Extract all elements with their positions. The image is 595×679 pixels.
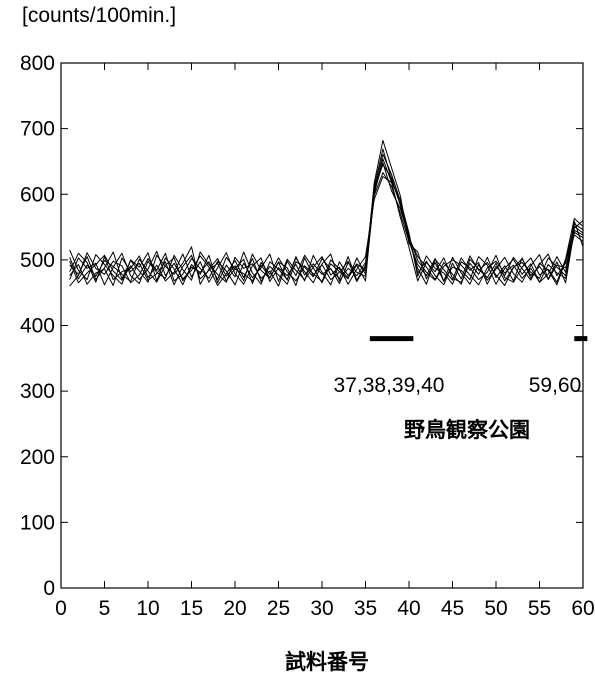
x-tick-label: 40 [397,597,420,620]
y-ticks: 0 100 200 300 400 500 600 700 800 [20,52,583,600]
x-ticks: 0 5 10 15 20 25 30 35 40 45 50 55 60 [55,63,595,620]
y-tick-label: 600 [20,183,55,206]
site-label: 野鳥観察公園 [404,418,530,442]
series-line-2 [69,172,584,287]
x-tick-label: 5 [99,597,111,620]
y-tick-label: 100 [20,511,55,534]
group2-label: 59,60 [529,374,582,397]
series-line-6 [69,162,584,286]
y-tick-label: 200 [20,446,55,469]
x-tick-label: 25 [267,597,290,620]
series-line-7 [69,148,584,286]
y-tick-label: 800 [20,52,55,75]
y-tick-label: 0 [43,577,55,600]
series-line-5 [69,176,584,287]
series-line-3 [69,153,584,286]
plot-frame [60,62,584,589]
x-tick-label: 30 [310,597,333,620]
y-tick-label: 700 [20,118,55,141]
x-tick-label: 10 [136,597,159,620]
x-tick-label: 35 [354,597,377,620]
y-tick-label: 500 [20,249,55,272]
y-tick-label: 400 [20,315,55,338]
y-axis-label: [counts/100min.] [22,4,176,27]
series-line-1 [69,164,584,286]
group-bar-1 [369,336,414,342]
series-line-8 [69,158,584,286]
series-layer [69,139,584,287]
x-tick-label: 60 [571,597,594,620]
x-tick-label: 45 [441,597,464,620]
series-line-4 [69,139,584,286]
group-bar-2 [574,336,588,342]
group-bars [369,336,588,342]
x-tick-label: 15 [180,597,203,620]
x-tick-label: 0 [55,597,67,620]
x-axis-label: 試料番号 [285,650,369,674]
x-tick-label: 20 [223,597,246,620]
x-tick-label: 50 [484,597,507,620]
group1-label: 37,38,39,40 [334,374,445,397]
y-tick-label: 300 [20,380,55,403]
x-tick-label: 55 [528,597,551,620]
